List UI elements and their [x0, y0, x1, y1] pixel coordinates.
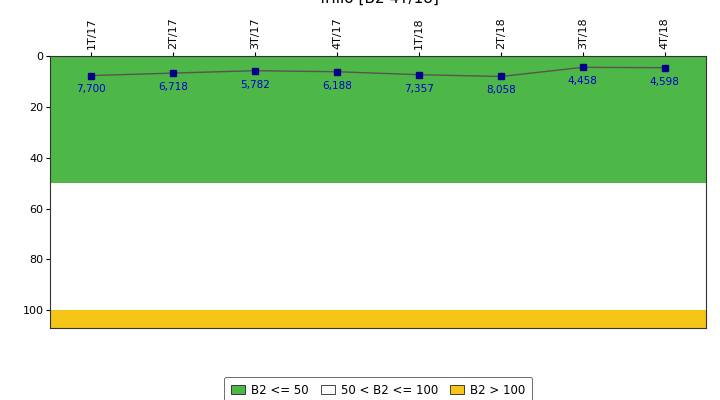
Text: 6,188: 6,188 — [322, 81, 352, 91]
Text: 7,357: 7,357 — [404, 84, 434, 94]
Bar — [50, 183, 706, 310]
Text: 8,058: 8,058 — [486, 85, 516, 95]
Text: 7,700: 7,700 — [76, 84, 106, 94]
Text: 6,718: 6,718 — [158, 82, 188, 92]
Text: 4,598: 4,598 — [649, 76, 680, 86]
Bar — [50, 56, 706, 183]
Text: 5,782: 5,782 — [240, 80, 270, 90]
Title: Trillo [B2 4T/18]: Trillo [B2 4T/18] — [318, 0, 438, 6]
Text: 4,458: 4,458 — [568, 76, 598, 86]
Bar — [50, 310, 706, 328]
Legend: B2 <= 50, 50 < B2 <= 100, B2 > 100: B2 <= 50, 50 < B2 <= 100, B2 > 100 — [224, 376, 532, 400]
